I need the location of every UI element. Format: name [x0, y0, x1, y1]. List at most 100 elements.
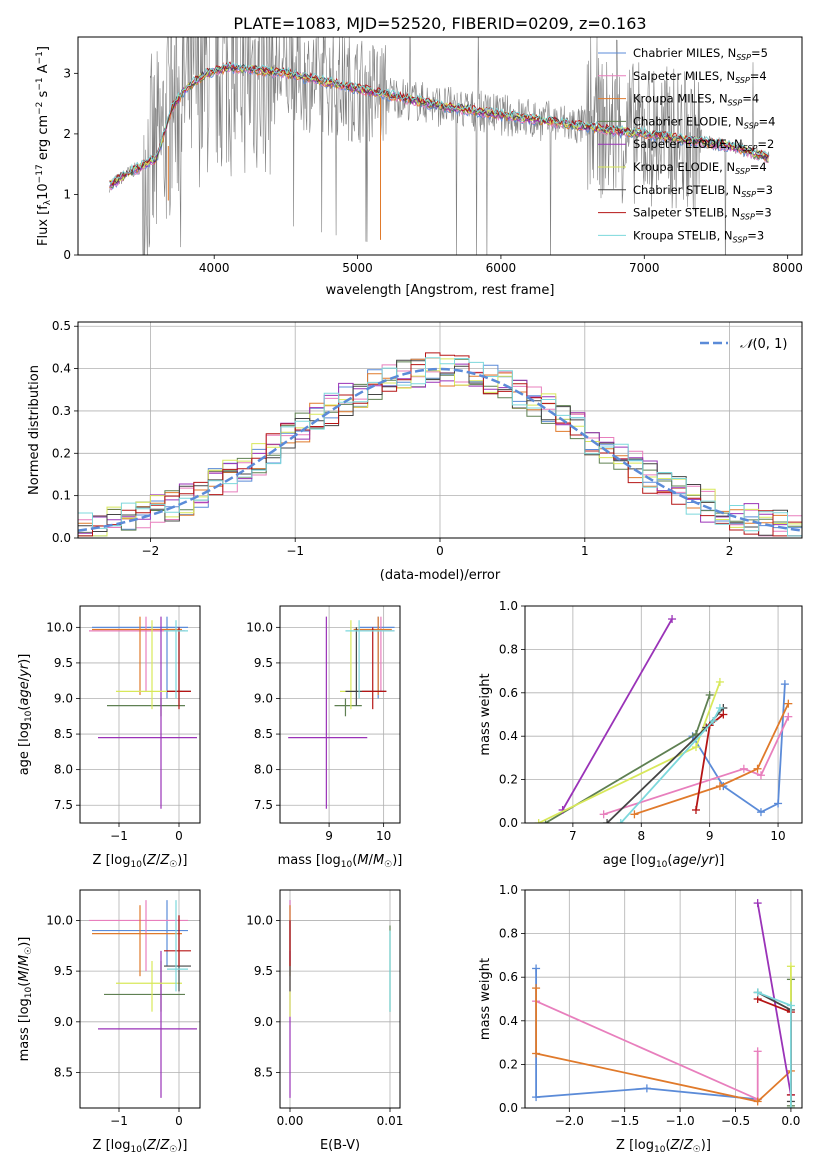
x-tick-label: 0.00: [277, 1114, 304, 1128]
x-tick-label: 0: [175, 1114, 183, 1128]
y-tick-label: 0.4: [52, 362, 71, 376]
axes-frame: [524, 889, 803, 1109]
x-tick-label: 7000: [629, 261, 660, 275]
spectrum-legend: Chabrier MILES, NSSP=5 Salpeter MILES, NS…: [598, 46, 775, 244]
y-tick-label: 0.4: [499, 729, 518, 743]
x-axis-label: Z [log10(Z/Z☉)]: [93, 853, 188, 870]
residual-hist-6: [78, 359, 802, 537]
y-tick-label: 0.2: [52, 446, 71, 460]
y-tick-label: 7.5: [54, 798, 73, 812]
residual-hist-8: [78, 357, 802, 537]
x-tick-label: −1: [110, 1114, 128, 1128]
x-tick-label: 7: [569, 829, 577, 843]
plot-area-spectrum: [109, 37, 770, 255]
x-tick-label: −1.0: [666, 1114, 695, 1128]
x-tick-label: 5000: [342, 261, 373, 275]
axes-frame: [279, 605, 401, 824]
y-tick-label: 0.6: [499, 686, 518, 700]
legend-entry: Salpeter ELODIE, NSSP=2: [633, 137, 774, 153]
y-tick-label: 8.0: [54, 763, 73, 777]
x-axis-label: Z [log10(Z/Z☉)]: [616, 1138, 711, 1155]
observed-spectrum: [109, 37, 770, 255]
y-tick-label: 7.5: [254, 798, 273, 812]
plot-area-residuals: [78, 322, 802, 538]
y-tick-label: 0.8: [499, 927, 518, 941]
residual-hist-4: [78, 363, 802, 537]
y-axis-label: mass weight: [478, 673, 493, 755]
x-axis-label: mass [log10(M/M☉)]: [278, 853, 403, 870]
plot-area-mass_vs_Z: [80, 890, 200, 1108]
axes-mass_vs_Z: −1 0 8.5 9.0 9.5 10.0 Z [log10(Z/Z☉)] mass [log…: [17, 889, 201, 1155]
figure-title: PLATE=1083, MJD=52520, FIBERID=0209, z=0…: [233, 14, 646, 33]
y-tick-label: 8.0: [254, 763, 273, 777]
y-tick-label: 8.5: [54, 1066, 73, 1080]
x-tick-label: 4000: [199, 261, 230, 275]
x-tick-label: 8: [637, 829, 645, 843]
axes-frame: [524, 605, 803, 824]
x-tick-label: 0.0: [781, 1114, 800, 1128]
x-tick-label: 9: [706, 829, 714, 843]
y-tick-label: 1: [63, 187, 71, 201]
x-axis-label: Z [log10(Z/Z☉)]: [93, 1138, 188, 1155]
y-tick-label: 10.0: [46, 913, 73, 927]
axes-frame: [77, 36, 803, 256]
y-tick-label: 9.0: [54, 691, 73, 705]
y-tick-label: 9.5: [254, 656, 273, 670]
y-tick-label: 0.4: [499, 1014, 518, 1028]
x-tick-label: −1.5: [610, 1114, 639, 1128]
axes-weight_vs_Z: −2.0 −1.5 −1.0 −0.5 0.0 0.0 0.2 0.4 0.6 0.8 1.0 Z […: [478, 883, 803, 1155]
legend-entry: Chabrier STELIB, NSSP=3: [633, 183, 773, 199]
x-tick-label: −2: [142, 544, 160, 558]
y-tick-label: 0.0: [499, 816, 518, 830]
y-tick-label: 9.0: [254, 691, 273, 705]
plot-area-age_vs_mass: [280, 606, 400, 823]
normal-curve: [78, 367, 802, 532]
x-tick-label: 6000: [486, 261, 517, 275]
y-tick-label: 0.3: [52, 404, 71, 418]
x-tick-label: −1: [286, 544, 304, 558]
x-axis-label: age [log10(age/yr)]: [603, 853, 725, 870]
y-axis-label: age [log10(age/yr)]: [17, 654, 34, 776]
y-tick-label: 0.2: [499, 773, 518, 787]
y-tick-label: 9.0: [254, 1015, 273, 1029]
weight-line-4: [561, 618, 673, 811]
axes-mass_vs_ebv: 0.00 0.01 8.5 9.0 9.5 10.0 E(B-V): [246, 889, 404, 1153]
y-tick-label: 10.0: [246, 913, 273, 927]
axes-age_vs_mass: 9 10 7.5 8.0 8.5 9.0 9.5 10.0 mass [log10(M/M☉)]: [246, 605, 403, 870]
axes-frame: [77, 321, 803, 539]
axes-frame: [79, 605, 201, 824]
legend-entry: Salpeter MILES, NSSP=4: [633, 69, 767, 85]
axes-residuals: −2 −1 0 1 2 0.0 0.1 0.2 0.3 0.4 0.5 𝒩(0, 1) (data-mo…: [27, 319, 803, 583]
x-tick-label: 0: [175, 829, 183, 843]
y-tick-label: 0.0: [52, 531, 71, 545]
axes-age_vs_Z: −1 0 7.5 8.0 8.5 9.0 9.5 10.0 Z [log10(Z/Z☉)] age…: [17, 605, 201, 870]
y-tick-label: 0.6: [499, 970, 518, 984]
plot-area-weight_vs_age: [525, 606, 802, 823]
y-tick-label: 0.5: [52, 319, 71, 333]
legend-entry: 𝒩(0, 1): [740, 337, 787, 352]
y-axis-label: Flux [fλ10−17 erg cm−2 s−1 A−1]: [35, 46, 53, 246]
y-tick-label: 3: [63, 66, 71, 80]
y-axis-label: mass [log10(M/M☉)]: [17, 937, 34, 1062]
weight-line-2: [535, 988, 792, 1103]
y-tick-label: 9.5: [54, 656, 73, 670]
y-axis-label: mass weight: [478, 958, 493, 1040]
x-tick-label: 10: [376, 829, 391, 843]
y-tick-label: 10.0: [46, 620, 73, 634]
y-tick-label: 8.5: [254, 1066, 273, 1080]
model-spectrum-8: [109, 61, 769, 184]
weight-line-8: [620, 707, 721, 823]
x-axis-label: wavelength [Angstrom, rest frame]: [326, 283, 555, 298]
y-tick-label: 2: [63, 127, 71, 141]
y-tick-label: 10.0: [246, 620, 273, 634]
y-tick-label: 8.5: [54, 727, 73, 741]
x-tick-label: 2: [726, 544, 734, 558]
legend-entry: Chabrier ELODIE, NSSP=4: [633, 114, 775, 130]
x-axis-label: E(B-V): [320, 1138, 360, 1153]
y-tick-label: 1.0: [499, 599, 518, 613]
y-tick-label: 0.2: [499, 1057, 518, 1071]
y-axis-label: Normed distribution: [27, 365, 42, 495]
x-tick-label: 0.01: [377, 1114, 404, 1128]
